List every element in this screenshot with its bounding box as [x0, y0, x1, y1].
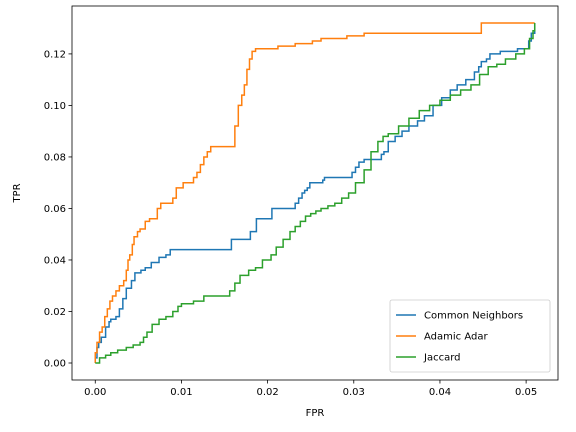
y-tick-label: 0.02: [44, 307, 66, 318]
plot-frame: [71, 5, 559, 381]
series-line-common-neighbors: [94, 23, 536, 363]
legend-box: [389, 299, 551, 373]
x-tick-label: 0.04: [429, 387, 451, 398]
ticks-layer: 0.00 0.01 0.02 0.03 0.04 0.05 0.00 0.02 0.04 0.06…: [44, 49, 538, 398]
x-tick-label: 0.03: [343, 387, 365, 398]
x-tick-label: 0.01: [170, 387, 192, 398]
legend-label: Adamic Adar: [424, 332, 488, 343]
y-tick-label: 0.00: [44, 359, 66, 370]
legend-label: Jaccard: [423, 353, 460, 364]
x-tick-label: 0.00: [84, 387, 106, 398]
x-tick-label: 0.02: [256, 387, 278, 398]
y-axis-label: TPR: [12, 183, 23, 203]
legend-label: Common Neighbors: [424, 311, 523, 322]
series-line-adamic-adar: [94, 22, 535, 363]
y-tick-label: 0.10: [44, 101, 66, 112]
legend: Common Neighbors Adamic Adar Jaccard: [389, 299, 551, 373]
x-tick-label: 0.05: [515, 387, 537, 398]
y-tick-label: 0.12: [44, 49, 66, 60]
x-axis-label: FPR: [306, 408, 325, 419]
series-layer: [94, 22, 536, 364]
y-tick-label: 0.04: [44, 255, 66, 266]
y-tick-label: 0.06: [44, 204, 66, 215]
y-tick-label: 0.08: [44, 152, 66, 163]
series-line-jaccard: [95, 23, 536, 364]
